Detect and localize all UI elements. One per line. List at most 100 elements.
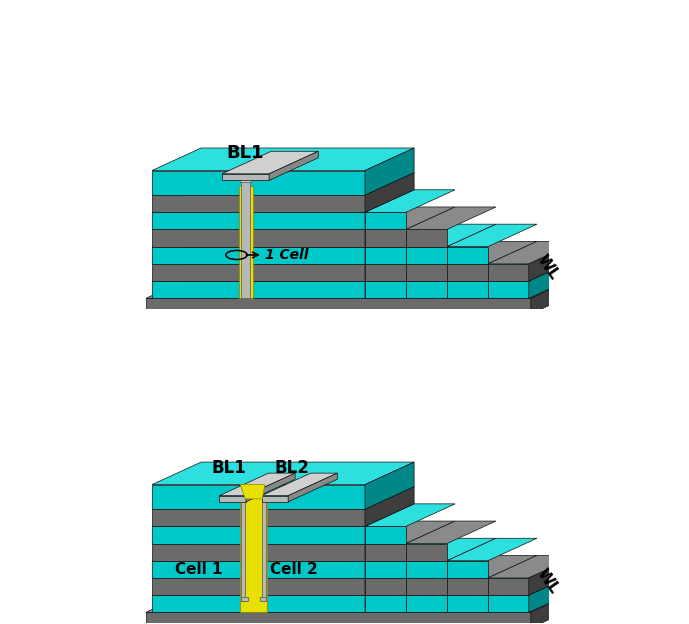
Polygon shape xyxy=(531,276,580,314)
Polygon shape xyxy=(365,212,406,230)
Polygon shape xyxy=(488,578,528,595)
Polygon shape xyxy=(263,500,267,601)
Polygon shape xyxy=(365,573,414,612)
Polygon shape xyxy=(365,258,414,298)
Text: BL1: BL1 xyxy=(212,459,246,477)
Polygon shape xyxy=(528,258,578,298)
Polygon shape xyxy=(152,555,414,578)
Polygon shape xyxy=(365,241,414,281)
Polygon shape xyxy=(365,521,414,561)
Polygon shape xyxy=(246,473,295,502)
Polygon shape xyxy=(365,173,414,212)
Polygon shape xyxy=(365,527,406,544)
Polygon shape xyxy=(152,170,365,195)
Polygon shape xyxy=(152,230,365,246)
Polygon shape xyxy=(406,555,496,578)
Polygon shape xyxy=(152,539,414,561)
Polygon shape xyxy=(152,509,365,527)
Polygon shape xyxy=(365,595,406,612)
Polygon shape xyxy=(365,555,414,595)
Polygon shape xyxy=(447,258,537,281)
Polygon shape xyxy=(152,487,414,509)
Polygon shape xyxy=(447,264,488,281)
Polygon shape xyxy=(365,230,406,246)
Polygon shape xyxy=(152,561,365,578)
Polygon shape xyxy=(528,241,578,281)
Polygon shape xyxy=(365,462,414,509)
Polygon shape xyxy=(152,207,414,230)
Polygon shape xyxy=(365,207,455,230)
Polygon shape xyxy=(447,561,488,578)
Polygon shape xyxy=(447,281,488,298)
Polygon shape xyxy=(222,174,269,180)
Polygon shape xyxy=(152,195,365,212)
Polygon shape xyxy=(365,264,406,281)
Polygon shape xyxy=(365,578,406,595)
Polygon shape xyxy=(241,177,249,298)
Polygon shape xyxy=(365,487,414,527)
Polygon shape xyxy=(447,578,488,595)
Polygon shape xyxy=(152,246,365,264)
Polygon shape xyxy=(531,590,580,624)
Polygon shape xyxy=(406,573,496,595)
Text: BL2: BL2 xyxy=(275,459,309,477)
Polygon shape xyxy=(240,497,267,612)
Polygon shape xyxy=(365,504,455,527)
Polygon shape xyxy=(447,573,537,595)
Polygon shape xyxy=(406,230,447,246)
Polygon shape xyxy=(406,224,496,246)
Polygon shape xyxy=(488,241,578,264)
Polygon shape xyxy=(528,573,578,612)
Polygon shape xyxy=(488,281,528,298)
Polygon shape xyxy=(365,148,414,195)
Polygon shape xyxy=(365,573,455,595)
Polygon shape xyxy=(488,555,578,578)
Polygon shape xyxy=(447,555,537,578)
Polygon shape xyxy=(365,246,406,264)
Polygon shape xyxy=(152,173,414,195)
Polygon shape xyxy=(152,578,365,595)
Polygon shape xyxy=(152,544,365,561)
Polygon shape xyxy=(406,539,496,561)
Polygon shape xyxy=(365,544,406,561)
Text: Cell 2: Cell 2 xyxy=(269,562,318,577)
Polygon shape xyxy=(152,212,365,230)
Polygon shape xyxy=(262,473,338,495)
Polygon shape xyxy=(406,264,447,281)
Text: 1 Cell: 1 Cell xyxy=(265,248,309,262)
Polygon shape xyxy=(262,495,288,502)
Polygon shape xyxy=(447,539,537,561)
Polygon shape xyxy=(240,175,251,182)
Polygon shape xyxy=(146,298,531,314)
Text: BL1: BL1 xyxy=(227,144,265,162)
Text: Cell 1: Cell 1 xyxy=(174,562,222,577)
Polygon shape xyxy=(241,597,247,601)
Polygon shape xyxy=(152,258,414,281)
Polygon shape xyxy=(406,241,496,264)
Polygon shape xyxy=(365,539,455,561)
Polygon shape xyxy=(406,561,447,578)
Polygon shape xyxy=(365,241,455,264)
Polygon shape xyxy=(146,276,580,298)
Polygon shape xyxy=(238,187,253,298)
Polygon shape xyxy=(152,148,414,170)
Polygon shape xyxy=(152,462,414,485)
Polygon shape xyxy=(152,190,414,212)
Polygon shape xyxy=(365,190,414,230)
Polygon shape xyxy=(152,504,414,527)
Polygon shape xyxy=(406,207,496,230)
Polygon shape xyxy=(406,544,447,561)
Polygon shape xyxy=(365,555,455,578)
Text: WL: WL xyxy=(534,566,562,597)
Polygon shape xyxy=(219,495,246,502)
Polygon shape xyxy=(406,578,447,595)
Polygon shape xyxy=(146,612,531,624)
Polygon shape xyxy=(152,224,414,246)
Polygon shape xyxy=(406,281,447,298)
Polygon shape xyxy=(365,521,455,544)
Polygon shape xyxy=(152,595,365,612)
Polygon shape xyxy=(152,521,414,544)
Polygon shape xyxy=(152,485,365,509)
Polygon shape xyxy=(260,597,267,601)
Text: WL: WL xyxy=(534,252,562,283)
